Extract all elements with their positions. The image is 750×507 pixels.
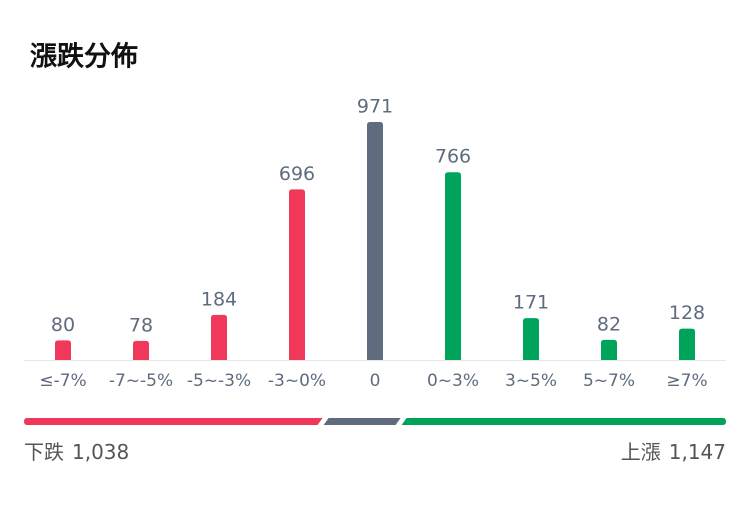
x-tick-label: -7~-5% — [109, 371, 173, 391]
up-bar — [401, 418, 726, 425]
bar — [55, 340, 71, 360]
bar — [523, 318, 539, 360]
value-label: 82 — [597, 313, 621, 335]
bar — [367, 122, 383, 360]
x-tick-label: 3~5% — [505, 371, 557, 391]
value-label: 80 — [51, 314, 75, 336]
x-tick-label: -3~0% — [268, 371, 326, 391]
down-count: 1,038 — [72, 440, 129, 464]
chart-title: 漲跌分佈 — [30, 41, 138, 73]
x-tick-label: 5~7% — [583, 371, 635, 391]
value-label: 766 — [435, 146, 471, 168]
value-label: 971 — [357, 96, 393, 118]
bar — [601, 339, 617, 360]
bar — [211, 314, 227, 360]
bar — [445, 172, 461, 360]
bar — [679, 328, 695, 360]
x-tick-label: ≥7% — [666, 371, 707, 391]
x-tick-label: ≤-7% — [39, 371, 86, 391]
bar — [133, 340, 149, 360]
value-label: 171 — [513, 292, 549, 314]
up-label: 上漲 — [621, 440, 661, 464]
up-count: 1,147 — [669, 440, 726, 464]
up-summary: 上漲 1,147 — [621, 440, 726, 464]
x-tick-label: 0 — [370, 371, 381, 391]
flat-bar — [323, 418, 401, 425]
down-summary: 下跌 1,038 — [24, 440, 129, 464]
value-label: 696 — [279, 163, 315, 185]
value-label: 184 — [201, 288, 237, 310]
down-label: 下跌 — [24, 440, 64, 464]
x-tick-label: 0~3% — [427, 371, 479, 391]
value-label: 128 — [669, 302, 705, 324]
bar — [289, 189, 305, 360]
down-bar — [24, 418, 323, 425]
x-tick-label: -5~-3% — [187, 371, 251, 391]
value-label: 78 — [129, 314, 153, 336]
